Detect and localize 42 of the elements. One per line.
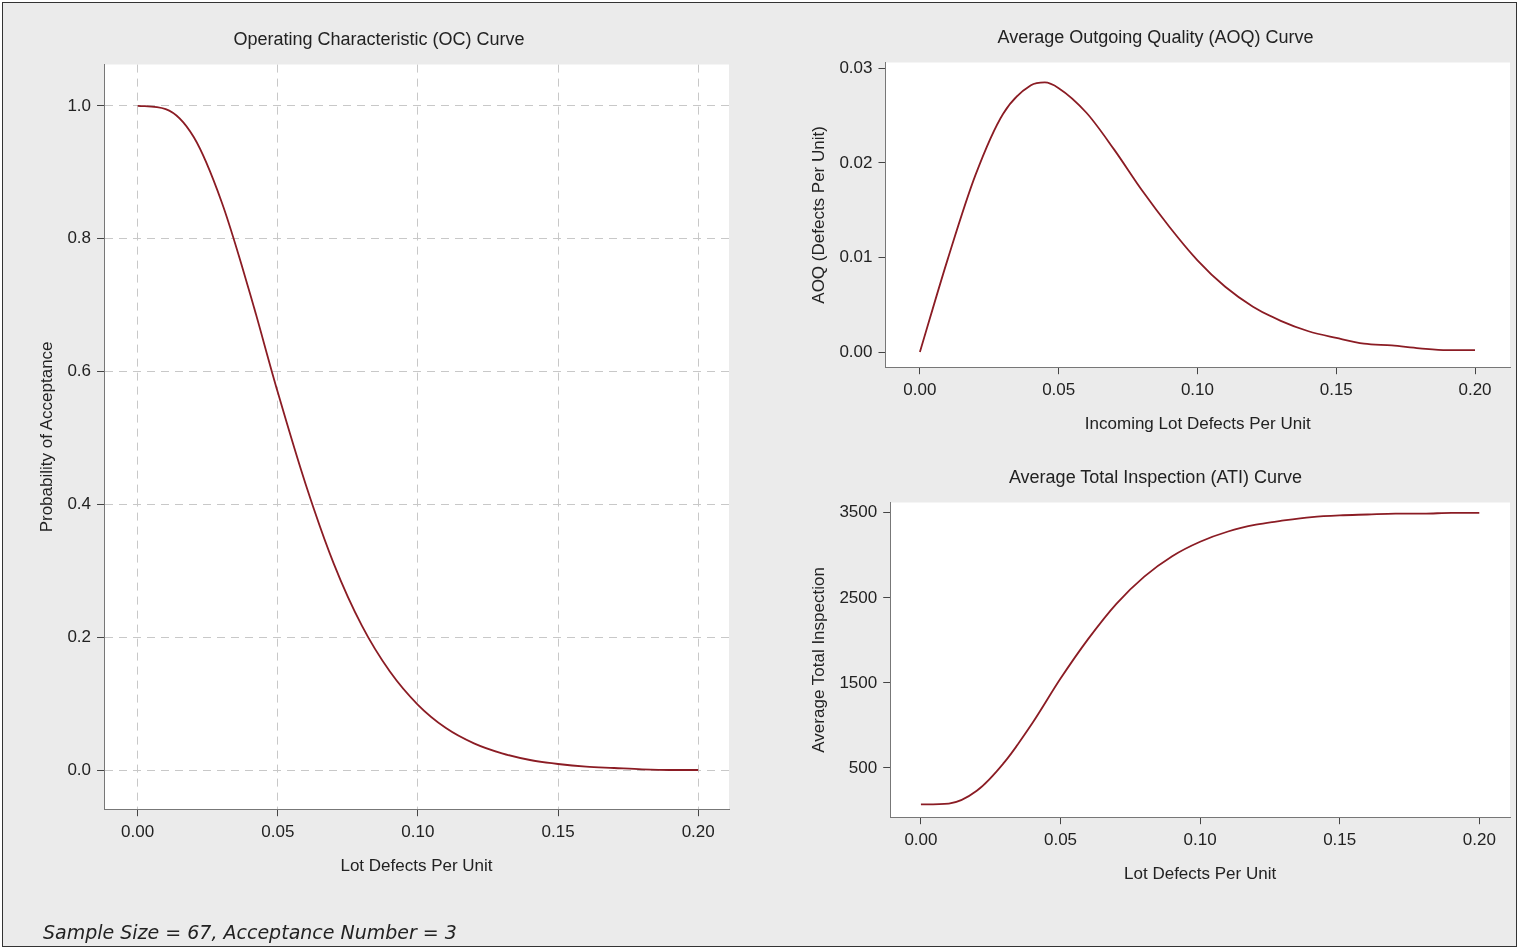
x-axis-title: Lot Defects Per Unit xyxy=(340,856,493,876)
x-tick-label: 0.05 xyxy=(261,822,295,842)
x-axis-title: Lot Defects Per Unit xyxy=(1124,864,1277,884)
y-tick-label: 500 xyxy=(848,757,878,777)
y-tick-label: 0.00 xyxy=(839,341,873,361)
x-tick-label: 0.00 xyxy=(904,830,938,850)
y-tick-label: 0.02 xyxy=(839,152,873,172)
chart-title: Average Total Inspection (ATI) Curve xyxy=(1008,466,1303,487)
x-tick-label: 0.00 xyxy=(121,822,155,842)
y-tick-label: 0.01 xyxy=(839,247,873,267)
y-tick-label: 0.8 xyxy=(67,228,92,248)
x-tick-label: 0.05 xyxy=(1042,380,1076,400)
y-tick-label: 1500 xyxy=(839,672,878,692)
y-tick-label: 0.03 xyxy=(839,57,873,77)
line-series xyxy=(136,104,700,771)
x-tick-label: 0.15 xyxy=(1323,830,1357,850)
x-tick-label: 0.10 xyxy=(401,822,435,842)
x-tick-label: 0.10 xyxy=(1183,830,1217,850)
x-tick-label: 0.10 xyxy=(1180,380,1215,400)
line-series xyxy=(919,81,1476,353)
y-tick-label: 2500 xyxy=(839,587,878,607)
y-tick-label: 0.0 xyxy=(67,760,92,780)
y-tick-label: 0.6 xyxy=(67,361,92,381)
x-tick-label: 0.20 xyxy=(1458,380,1492,400)
text: Sample Size = 67, Acceptance Number = 3 xyxy=(43,921,457,943)
y-axis-title: Average Total Inspection xyxy=(808,567,828,753)
x-tick-label: 0.00 xyxy=(903,380,937,400)
x-tick-label: 0.15 xyxy=(541,822,575,842)
chart-title: Average Outgoing Quality (AOQ) Curve xyxy=(997,26,1314,47)
x-tick-label: 0.15 xyxy=(1319,380,1353,400)
chart-title: Operating Characteristic (OC) Curve xyxy=(233,28,525,49)
y-tick-label: 0.2 xyxy=(67,627,92,647)
y-axis-title: Probability of Acceptance xyxy=(36,341,56,533)
line-series xyxy=(920,511,1481,806)
x-tick-label: 0.20 xyxy=(681,822,715,842)
x-tick-label: 0.05 xyxy=(1043,830,1078,850)
x-axis-title: Incoming Lot Defects Per Unit xyxy=(1084,414,1311,434)
y-tick-label: 1.0 xyxy=(67,95,92,115)
y-tick-label: 3500 xyxy=(839,502,878,522)
y-tick-label: 0.4 xyxy=(67,494,92,514)
y-axis-title: AOQ (Defects Per Unit) xyxy=(808,126,828,304)
x-tick-label: 0.20 xyxy=(1462,830,1496,850)
